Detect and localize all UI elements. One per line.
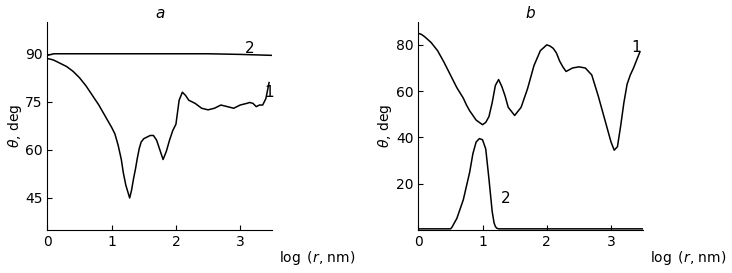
Text: 2: 2 [245,41,255,57]
Text: 1: 1 [632,40,641,55]
Text: $\log\ (r$, nm): $\log\ (r$, nm) [279,250,356,268]
Text: $\log\ (r$, nm): $\log\ (r$, nm) [650,250,726,268]
Text: 2: 2 [501,191,510,206]
Text: 1: 1 [264,85,274,100]
Title: b: b [526,5,536,20]
Title: a: a [155,5,165,20]
Y-axis label: $\theta$, deg: $\theta$, deg [376,104,395,148]
Y-axis label: $\theta$, deg: $\theta$, deg [6,104,23,148]
